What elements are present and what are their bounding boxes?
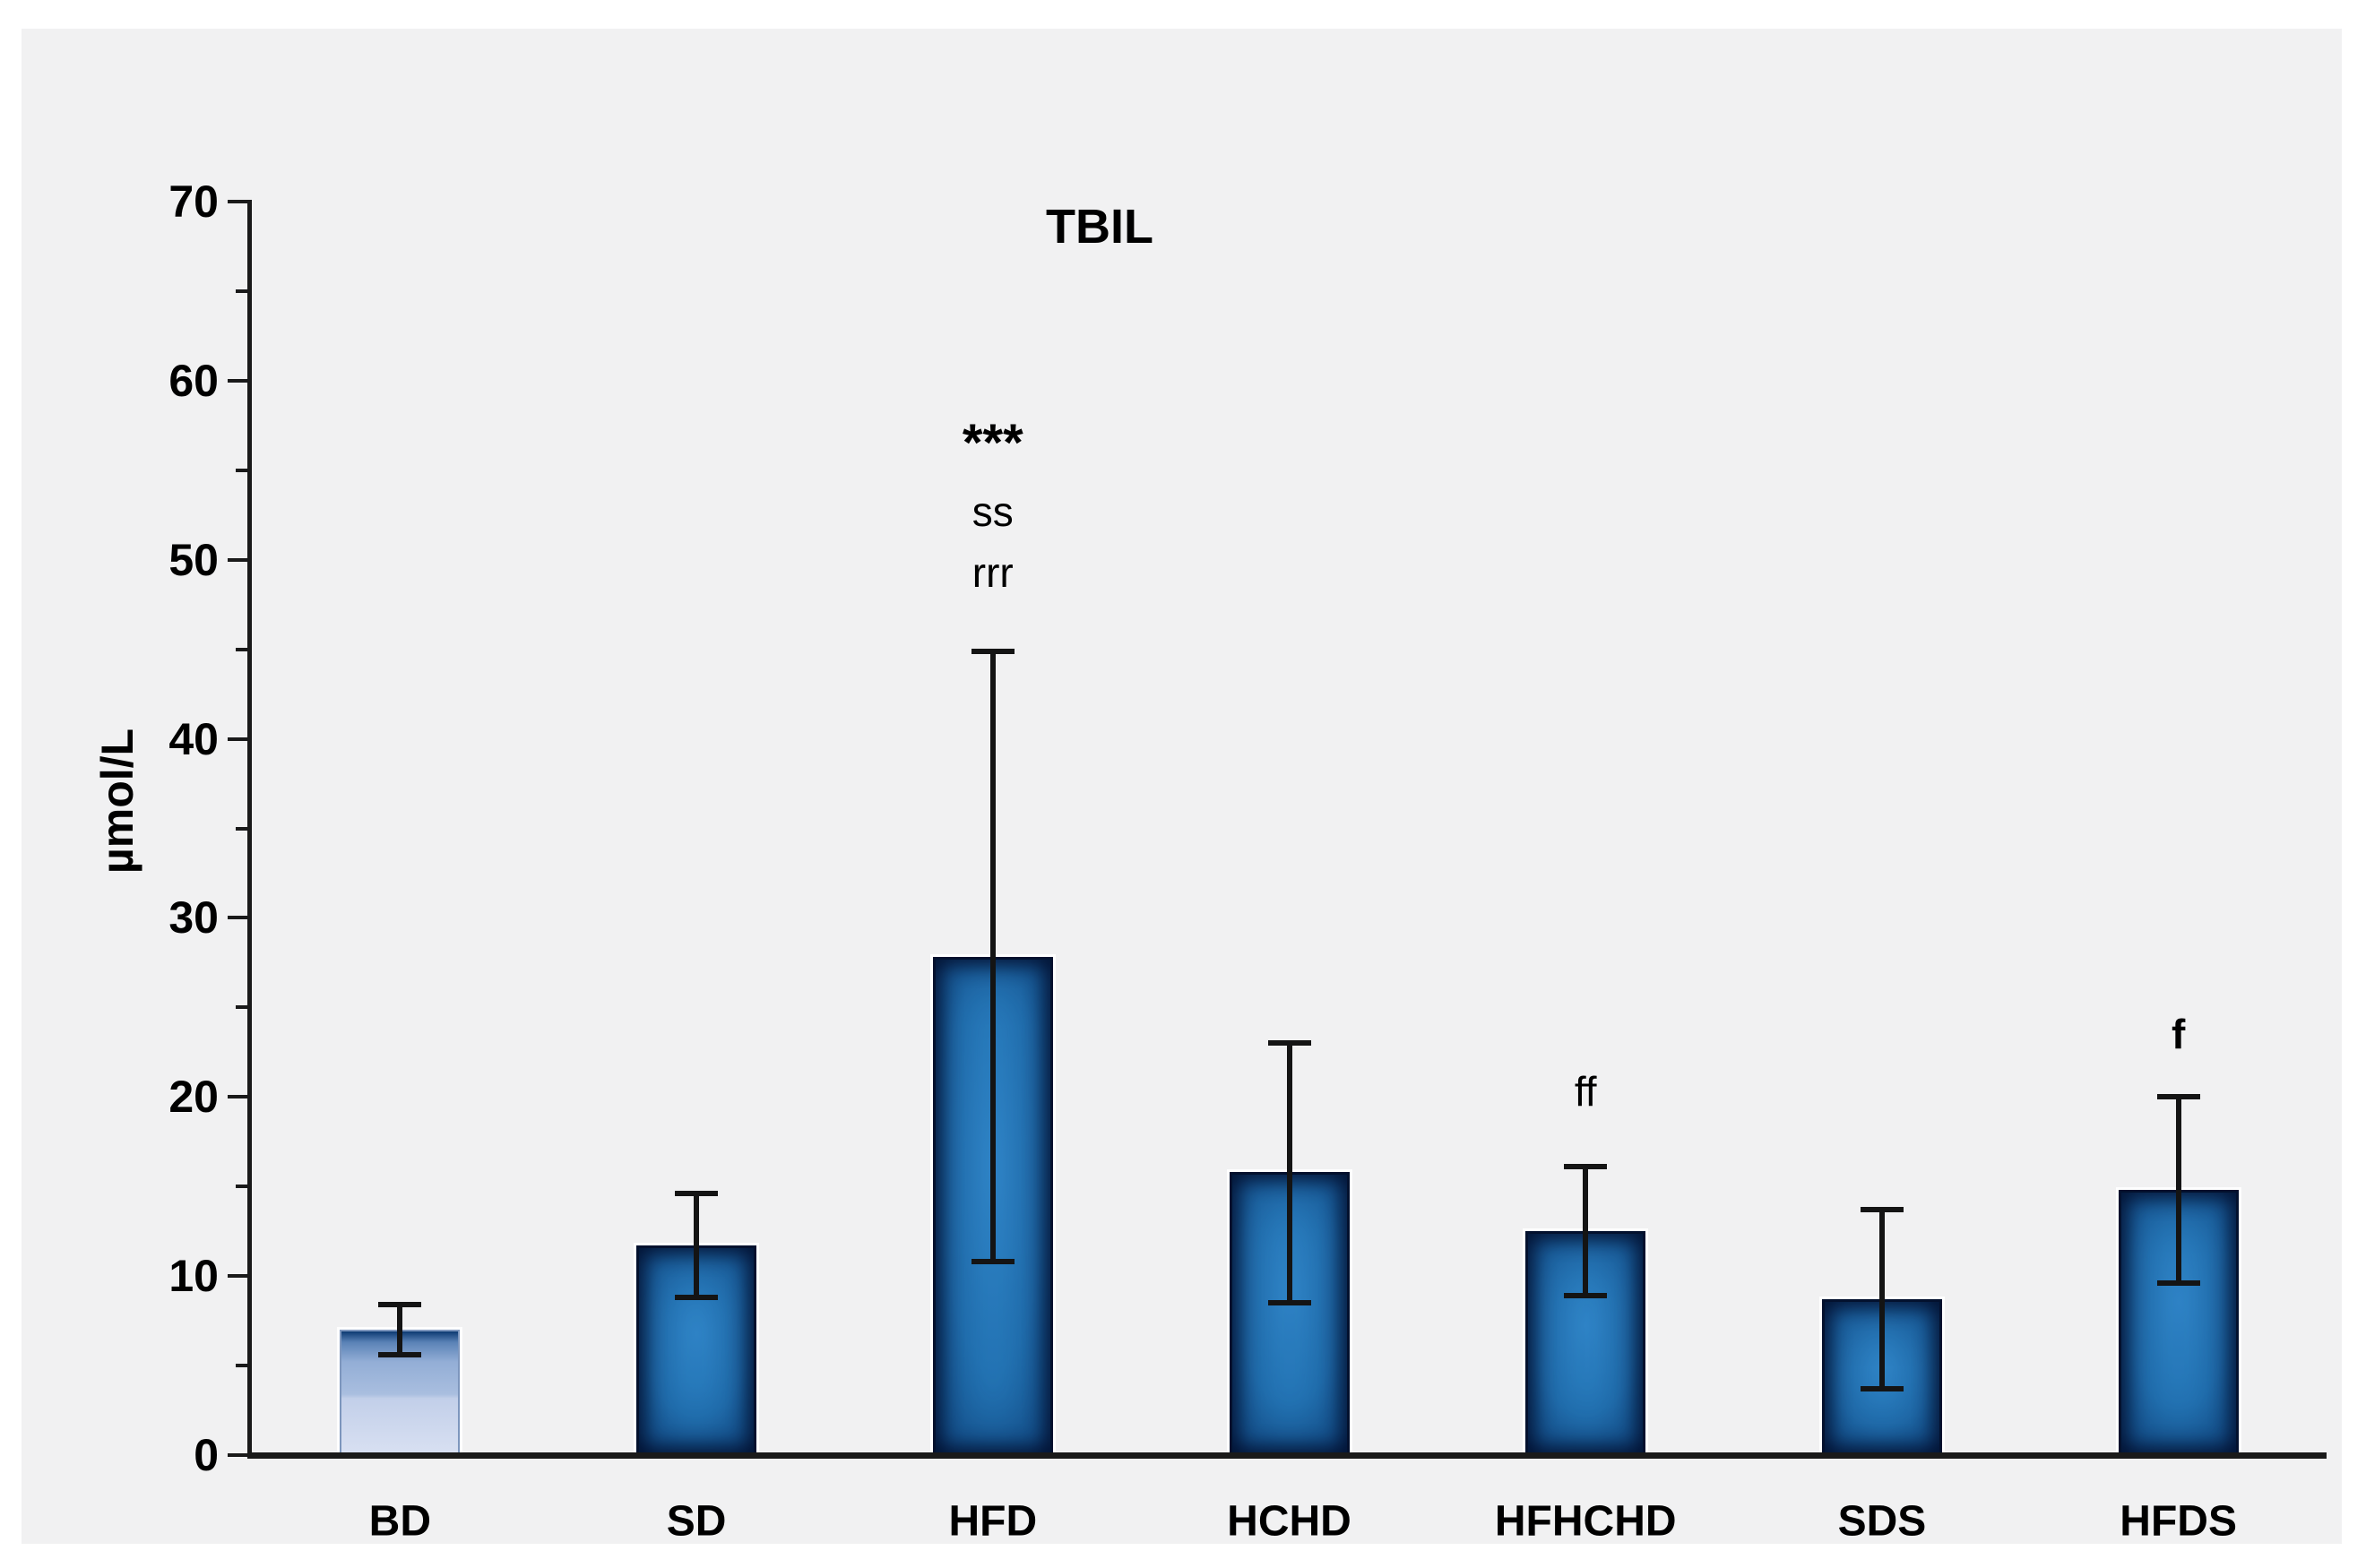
y-tick-label-0: 0	[194, 1430, 219, 1480]
y-minor-tick-45	[236, 647, 247, 651]
y-minor-tick-65	[236, 289, 247, 293]
y-tick-label-10: 10	[168, 1251, 219, 1302]
y-tick-label-30: 30	[168, 892, 219, 943]
y-major-tick-50	[228, 557, 247, 562]
y-major-tick-0	[228, 1453, 247, 1457]
error-cap-top-hfhchd	[1564, 1164, 1608, 1170]
y-major-tick-60	[228, 378, 247, 383]
significance-label-rrr: rrr	[971, 548, 1014, 596]
error-bar-hfd	[989, 650, 996, 1262]
error-cap-bottom-hchd	[1267, 1300, 1311, 1306]
y-major-tick-40	[228, 737, 247, 741]
category-label-hfds: HFDS	[2120, 1497, 2237, 1546]
y-axis-line	[247, 200, 252, 1458]
error-cap-top-sds	[1860, 1207, 1904, 1213]
y-major-tick-10	[228, 1274, 247, 1279]
category-label-hchd: HCHD	[1227, 1497, 1351, 1546]
y-major-tick-30	[228, 916, 247, 920]
category-label-sd: SD	[666, 1497, 727, 1546]
error-cap-bottom-hfds	[2156, 1280, 2200, 1287]
error-bar-bd	[397, 1305, 403, 1356]
error-cap-top-hfd	[971, 648, 1015, 654]
y-minor-tick-15	[236, 1185, 247, 1189]
plot-area: *** ss rrr ff f	[228, 200, 2327, 1459]
error-cap-top-sd	[675, 1191, 719, 1197]
error-cap-bottom-bd	[378, 1352, 422, 1358]
significance-label-f: f	[2171, 1011, 2186, 1058]
error-cap-top-hchd	[1267, 1040, 1311, 1047]
y-major-tick-20	[228, 1095, 247, 1099]
error-cap-top-hfds	[2156, 1094, 2200, 1100]
error-bar-sd	[694, 1193, 700, 1298]
y-minor-tick-55	[236, 468, 247, 472]
error-cap-bottom-hfhchd	[1564, 1293, 1608, 1299]
y-tick-label-20: 20	[168, 1072, 219, 1123]
category-label-hfhchd: HFHCHD	[1494, 1497, 1677, 1546]
y-tick-label-40: 40	[168, 713, 219, 764]
error-bar-hfhchd	[1583, 1167, 1589, 1297]
error-bar-hchd	[1286, 1043, 1292, 1304]
category-label-sds: SDS	[1837, 1497, 1927, 1546]
significance-label-ss: ss	[971, 487, 1014, 535]
chart-title: TBIL	[1046, 200, 1153, 254]
error-cap-bottom-sd	[675, 1295, 719, 1301]
y-tick-label-60: 60	[168, 355, 219, 406]
error-bar-hfds	[2175, 1097, 2181, 1284]
y-tick-label-50: 50	[168, 534, 219, 585]
x-axis-line	[247, 1452, 2327, 1459]
chart-panel: TBIL µmol/L *** ss rrr ff f 0 10 20 30 40 50 60 70 …	[22, 29, 2342, 1546]
y-minor-tick-25	[236, 1005, 247, 1010]
y-tick-label-70: 70	[168, 177, 219, 227]
category-label-bd: BD	[368, 1497, 432, 1546]
error-bar-sds	[1878, 1210, 1885, 1390]
error-cap-bottom-hfd	[971, 1259, 1015, 1265]
y-major-tick-70	[228, 200, 247, 204]
error-cap-bottom-sds	[1860, 1386, 1904, 1392]
error-cap-top-bd	[378, 1302, 422, 1308]
y-minor-tick-35	[236, 826, 247, 831]
y-minor-tick-5	[236, 1364, 247, 1368]
category-label-hfd: HFD	[948, 1497, 1038, 1546]
significance-label-ff: ff	[1574, 1068, 1597, 1116]
significance-label-starstarstar: ***	[962, 413, 1023, 472]
